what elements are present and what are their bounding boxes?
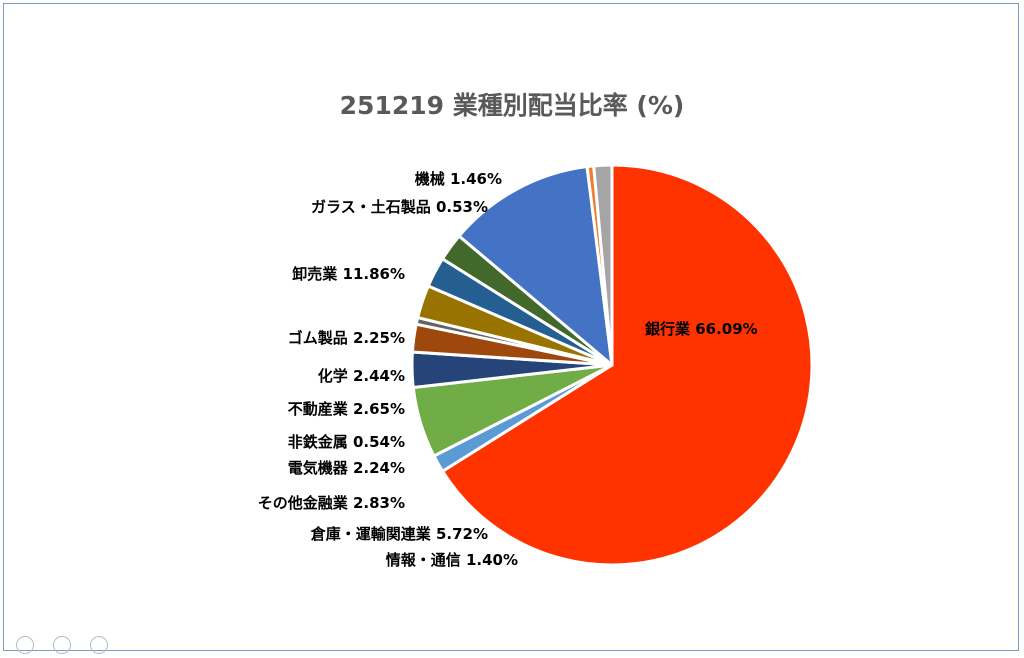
chart-title: 251219 業種別配当比率 (%) (339, 91, 685, 120)
pie-slice-label: ゴム製品 2.25% (288, 329, 405, 347)
pie-slice-label: 銀行業 66.09% (645, 320, 758, 338)
pie-slice-label: 化学 2.44% (318, 367, 405, 385)
pie-slice-label: 卸売業 11.86% (292, 265, 405, 283)
pie-slice (592, 163, 614, 367)
pie-slice (457, 165, 614, 367)
pie-slice-label: 機械 1.46% (415, 170, 502, 188)
pie-slice-label: その他金融業 2.83% (258, 494, 405, 512)
pie-slice-label: 不動産業 2.65% (288, 400, 405, 418)
pie-slice-label: 電気機器 2.24% (288, 459, 405, 477)
pie-slice-label: 情報・通信 1.40% (386, 551, 518, 569)
pie-slice-label: ガラス・土石製品 0.53% (311, 198, 488, 216)
pie-slice (441, 163, 814, 567)
pie-slice-label: 非鉄金属 0.54% (288, 433, 405, 451)
corner-icons (16, 636, 122, 656)
circle-icon (16, 636, 34, 654)
pie-slice-label: 倉庫・運輸関連業 5.72% (310, 525, 488, 543)
circle-icon (90, 636, 109, 654)
pie-slices (410, 163, 814, 567)
pie-labels: 銀行業 66.09% 情報・通信 1.40% 倉庫・運輸関連業 5.72% その他金融… (258, 170, 758, 569)
circle-icon (53, 636, 72, 654)
